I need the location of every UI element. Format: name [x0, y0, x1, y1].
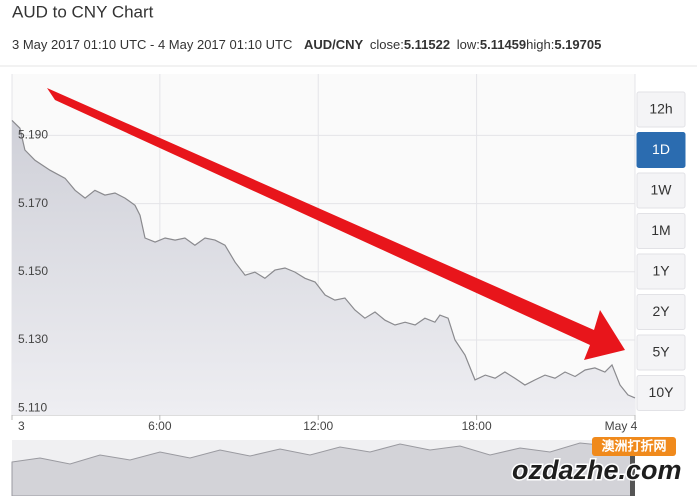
chart-subtitle: 3 May 2017 01:10 UTC - 4 May 2017 01:10 …	[12, 37, 601, 52]
close-label: close:	[370, 37, 404, 52]
range-button-label[interactable]: 2Y	[652, 303, 670, 319]
series	[11, 119, 636, 416]
range-button[interactable]	[636, 375, 686, 411]
range-button[interactable]	[636, 294, 686, 330]
range-button-label[interactable]: 1D	[652, 141, 670, 157]
x-tick-label: May 4	[605, 419, 638, 433]
arrow	[47, 88, 625, 360]
range-button-label[interactable]: 12h	[649, 101, 672, 117]
range-button-label[interactable]: 1Y	[652, 263, 670, 279]
y-tick-label: 5.150	[18, 264, 48, 278]
high-value: 5.19705	[554, 37, 601, 52]
range-button[interactable]	[636, 172, 686, 209]
watermark-badge-text: 澳洲打折网	[601, 438, 666, 453]
line	[11, 119, 636, 399]
x-tick-label: 3	[18, 419, 25, 433]
date-range: 3 May 2017 01:10 UTC - 4 May 2017 01:10 …	[12, 37, 292, 52]
low-label: low:	[457, 37, 480, 52]
area	[12, 120, 635, 416]
range-button-label[interactable]: 5Y	[652, 344, 670, 360]
range-button[interactable]	[636, 213, 686, 249]
range-button-label[interactable]: 1M	[651, 222, 670, 238]
range-button[interactable]	[636, 91, 686, 128]
x-tick-label: 12:00	[303, 419, 333, 433]
range-buttons: 12h 1D 1W 1M 1Y 2Y 5Y 10Y	[636, 91, 686, 411]
x-tick-label: 18:00	[462, 419, 492, 433]
range-button-label[interactable]: 1W	[651, 182, 673, 198]
watermark-site: ozdazhe.com	[512, 455, 682, 485]
y-tick-label: 5.110	[18, 400, 47, 414]
range-button[interactable]	[636, 253, 686, 290]
watermark: 澳洲打折网 ozdazhe.com	[511, 437, 683, 487]
navigator-handle[interactable]	[630, 440, 635, 496]
chart-title: AUD to CNY Chart	[12, 2, 154, 21]
range-button[interactable]	[636, 132, 686, 168]
pair: AUD/CNY	[304, 37, 364, 52]
y-tick-label: 5.170	[18, 196, 48, 210]
range-button[interactable]	[636, 334, 686, 371]
y-tick-label: 5.130	[18, 332, 48, 346]
labels: 5.110 5.130 5.150 5.170 5.190 3 6:00 12:00 18:00…	[18, 128, 638, 434]
watermark-badge	[592, 437, 676, 456]
x-tick-label: 6:00	[148, 419, 172, 433]
y-tick-label: 5.190	[18, 128, 48, 142]
range-button-label[interactable]: 10Y	[649, 384, 675, 400]
close-value: 5.11522	[404, 37, 450, 52]
low-value: 5.11459	[480, 37, 526, 52]
high-label: high:	[526, 37, 554, 52]
